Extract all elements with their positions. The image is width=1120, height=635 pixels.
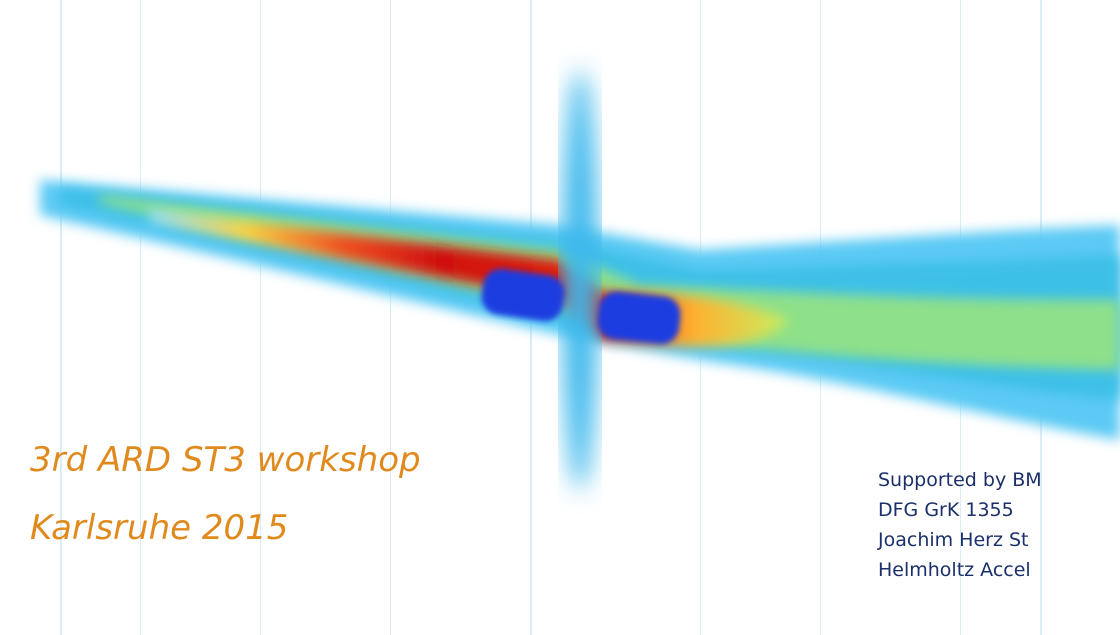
support-line: Supported by BM [878,465,1042,495]
support-line: Joachim Herz St [878,525,1029,555]
spot-right [596,290,683,346]
vertical-spike [562,70,598,490]
event-place: Karlsruhe 2015 [30,508,288,548]
support-line: Helmholtz Accel [878,555,1031,585]
event-title: 3rd ARD ST3 workshop [30,440,421,480]
support-line: DFG GrK 1355 [878,495,1014,525]
slide: 3rd ARD ST3 workshop Karlsruhe 2015 Supp… [0,0,1120,635]
